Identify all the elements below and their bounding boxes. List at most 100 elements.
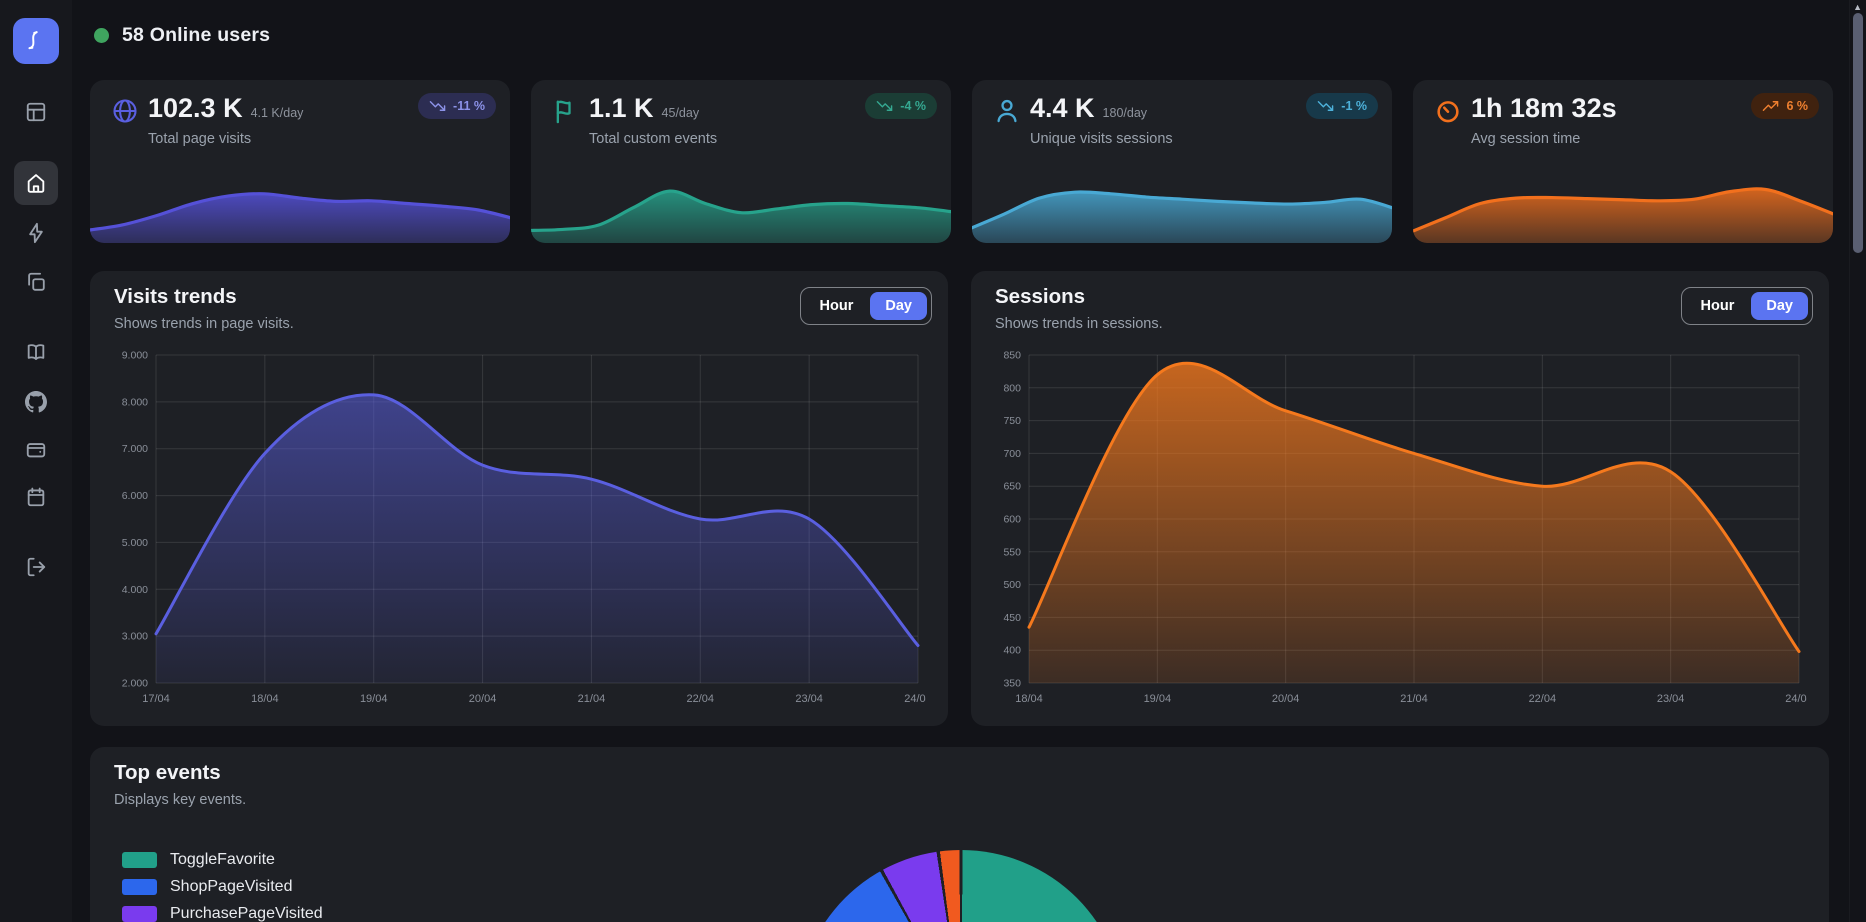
trending-down-icon (1318, 101, 1334, 111)
legend-item[interactable]: ToggleFavorite (122, 851, 323, 869)
svg-text:20/04: 20/04 (469, 693, 497, 705)
day-toggle-button[interactable]: Day (1751, 292, 1808, 320)
sidebar-item-github[interactable] (14, 380, 58, 424)
stat-value: 1h 18m 32s (1471, 93, 1617, 123)
online-users: 58 Online users (94, 24, 270, 47)
scrollbar-thumb[interactable] (1853, 13, 1863, 253)
trend-badge: -11 % (418, 93, 496, 119)
sidebar (0, 0, 72, 922)
stat-label: Avg session time (1471, 131, 1581, 147)
sidebar-item-home[interactable] (14, 161, 58, 205)
panel-subtitle: Displays key events. (114, 792, 247, 808)
timer-icon (1434, 97, 1462, 125)
sidebar-item-pages[interactable] (14, 260, 58, 304)
sidebar-item-dashboard[interactable] (14, 90, 58, 134)
stat-card-total-page-visits: 102.3 K 4.1 K/day Total page visits -11 … (90, 80, 510, 243)
trend-badge: -1 % (1306, 93, 1378, 119)
vertical-scrollbar: ▲ (1849, 0, 1866, 922)
svg-text:23/04: 23/04 (795, 693, 823, 705)
stat-rate: 45/day (661, 106, 700, 120)
svg-text:8.000: 8.000 (122, 396, 148, 408)
svg-text:22/04: 22/04 (1529, 693, 1557, 705)
panel-title: Top events (114, 761, 221, 784)
svg-text:18/04: 18/04 (251, 693, 279, 705)
stat-card-avg-session-time: 1h 18m 32s Avg session time 6 % (1413, 80, 1833, 243)
svg-text:450: 450 (1003, 612, 1021, 624)
svg-text:2.000: 2.000 (122, 678, 148, 690)
svg-text:19/04: 19/04 (360, 693, 388, 705)
globe-icon (111, 97, 139, 125)
trend-badge: 6 % (1751, 93, 1819, 119)
panel-title: Visits trends (114, 285, 237, 308)
svg-text:700: 700 (1003, 448, 1021, 460)
svg-text:17/04: 17/04 (142, 693, 170, 705)
svg-text:24/04: 24/04 (904, 693, 926, 705)
visits-trends-chart: 17/04 18/04 19/04 20/04 21/04 22/04 23/04 24/04… (122, 350, 926, 706)
legend-item[interactable]: PurchasePageVisited (122, 905, 323, 922)
logout-icon (27, 557, 46, 577)
spline-logo-icon (28, 31, 38, 50)
sidebar-item-events[interactable] (14, 211, 58, 255)
legend-item[interactable]: ShopPageVisited (122, 878, 323, 896)
svg-text:21/04: 21/04 (578, 693, 606, 705)
legend-swatch (122, 879, 157, 895)
svg-text:800: 800 (1003, 382, 1021, 394)
copy-icon (28, 272, 45, 291)
svg-text:500: 500 (1003, 579, 1021, 591)
trending-down-icon (429, 101, 446, 111)
svg-text:850: 850 (1003, 350, 1021, 362)
svg-text:550: 550 (1003, 546, 1021, 558)
home-icon (27, 174, 45, 193)
day-toggle-button[interactable]: Day (870, 292, 927, 320)
hour-toggle-button[interactable]: Hour (1686, 292, 1750, 320)
github-icon (25, 391, 47, 413)
svg-text:20/04: 20/04 (1272, 693, 1300, 705)
svg-text:9.000: 9.000 (122, 350, 148, 362)
sparkline-chart (972, 190, 1392, 243)
online-status-dot (94, 28, 109, 43)
legend-label: ShopPageVisited (170, 878, 293, 895)
svg-text:24/04: 24/04 (1785, 693, 1807, 705)
svg-text:5.000: 5.000 (122, 537, 148, 549)
legend-label: PurchasePageVisited (170, 905, 323, 922)
visits-trends-panel: Visits trends Shows trends in page visit… (90, 271, 948, 726)
stat-rate: 180/day (1102, 106, 1148, 120)
svg-text:3.000: 3.000 (122, 631, 148, 643)
legend-label: ToggleFavorite (170, 851, 275, 868)
legend-swatch (122, 852, 157, 868)
stat-card-total-custom-events: 1.1 K 45/day Total custom events -4 % (531, 80, 951, 243)
stat-value: 102.3 K (148, 93, 243, 123)
svg-text:4.000: 4.000 (122, 584, 148, 596)
sidebar-item-billing[interactable] (14, 428, 58, 472)
sidebar-item-logout[interactable] (14, 545, 58, 589)
stat-value: 4.4 K (1030, 93, 1095, 123)
user-icon (993, 97, 1021, 125)
svg-text:6.000: 6.000 (122, 490, 148, 502)
zap-icon (29, 222, 43, 244)
svg-text:22/04: 22/04 (687, 693, 715, 705)
sessions-panel: Sessions Shows trends in sessions. Hour … (971, 271, 1829, 726)
legend-swatch (122, 906, 157, 922)
scroll-up-arrow[interactable]: ▲ (1853, 2, 1862, 12)
book-icon (27, 344, 45, 360)
online-users-label: 58 Online users (122, 24, 271, 46)
interval-toggle: Hour Day (799, 287, 932, 325)
svg-text:19/04: 19/04 (1144, 693, 1172, 705)
interval-toggle: Hour Day (1680, 287, 1813, 325)
svg-text:600: 600 (1003, 514, 1021, 526)
calendar-icon (27, 487, 45, 507)
hour-toggle-button[interactable]: Hour (805, 292, 869, 320)
app-logo[interactable] (13, 18, 59, 64)
stat-label: Total page visits (148, 131, 252, 147)
svg-text:650: 650 (1003, 481, 1021, 493)
layout-panels-icon (26, 102, 46, 122)
stat-rate: 4.1 K/day (250, 106, 304, 120)
trending-up-icon (1763, 101, 1779, 111)
sidebar-item-calendar[interactable] (14, 475, 58, 519)
panel-subtitle: Shows trends in page visits. (114, 316, 294, 332)
svg-text:350: 350 (1003, 678, 1021, 690)
sidebar-item-docs[interactable] (14, 330, 58, 374)
svg-text:18/04: 18/04 (1015, 693, 1043, 705)
stat-value: 1.1 K (589, 93, 654, 123)
